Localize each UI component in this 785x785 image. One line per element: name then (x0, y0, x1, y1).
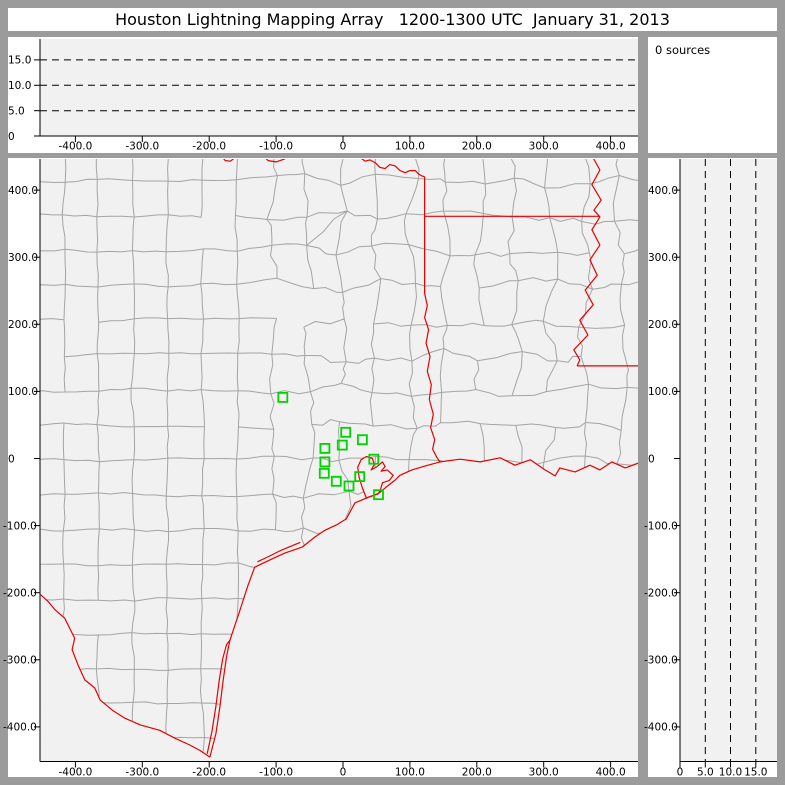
title-bar: Houston Lightning Mapping Array 1200-130… (8, 8, 777, 31)
tick-label: -200.0 (192, 141, 226, 153)
station-marker (319, 456, 331, 468)
station-marker (277, 391, 289, 403)
tick-label: 5.0 (8, 106, 25, 118)
tick-label: 200.0 (8, 319, 38, 331)
tick-label: 0 (8, 131, 15, 143)
station-marker (340, 426, 352, 438)
tick-label: 300.0 (529, 141, 559, 153)
tick-label: 0 (340, 767, 347, 779)
tick-label: 200.0 (462, 767, 492, 779)
station-marker (354, 471, 366, 483)
tick-label: 300.0 (529, 767, 559, 779)
tick-label: 400.0 (8, 185, 38, 197)
tick-label: 200.0 (648, 319, 678, 331)
tick-label: -400.0 (644, 722, 678, 734)
station-marker (373, 489, 384, 501)
sources-count-label: 0 sources (655, 43, 711, 57)
station-marker (343, 480, 355, 492)
tick-label: -200.0 (3, 588, 37, 600)
tick-label: -300.0 (3, 655, 37, 667)
tick-label: 100.0 (648, 386, 678, 398)
map-layers (40, 159, 638, 762)
alt-ew-plot-area (40, 39, 638, 136)
tick-label: 100.0 (395, 141, 425, 153)
station-marker (336, 439, 348, 451)
tick-label: 300.0 (648, 252, 678, 264)
sabine-river-border (424, 293, 441, 463)
galveston-bay-outline (357, 455, 394, 499)
tick-label: 10.0 (8, 80, 31, 92)
coast-border (209, 457, 638, 758)
station-marker (356, 434, 368, 446)
tick-label: 400.0 (596, 767, 626, 779)
tick-label: 0 (677, 767, 684, 779)
tick-label: 15.0 (744, 767, 767, 779)
rio-grande-border (40, 594, 211, 758)
water-fill (40, 594, 210, 762)
tick-label: -300.0 (644, 655, 678, 667)
tick-label: -100.0 (259, 767, 293, 779)
alt-ns-plot-area (680, 159, 777, 762)
tick-label: -100.0 (644, 520, 678, 532)
tick-label: 10.0 (719, 767, 742, 779)
sources-count-panel: 0 sources (648, 37, 777, 153)
tick-label: -300.0 (125, 767, 159, 779)
water-fill (209, 457, 638, 762)
matagorda-lagoon-border (257, 541, 301, 563)
tick-label: 15.0 (8, 55, 31, 67)
station-marker (318, 467, 330, 479)
tick-label: 100.0 (8, 386, 38, 398)
tick-label: -100.0 (259, 141, 293, 153)
tick-label: 400.0 (648, 185, 678, 197)
station-marker (330, 475, 342, 487)
tick-label: 100.0 (395, 767, 425, 779)
red-river-border (223, 159, 425, 178)
station-marker (319, 442, 331, 454)
tick-label: -400.0 (58, 141, 92, 153)
padre-lagoon-border (206, 639, 231, 754)
tick-label: 400.0 (596, 141, 626, 153)
tick-label: 300.0 (8, 252, 38, 264)
tick-label: -300.0 (125, 141, 159, 153)
tick-label: -400.0 (58, 767, 92, 779)
tick-label: 0 (648, 453, 655, 465)
tick-label: 200.0 (462, 141, 492, 153)
tick-label: -400.0 (3, 722, 37, 734)
page-title: Houston Lightning Mapping Array 1200-130… (115, 10, 670, 29)
tick-label: 5.0 (697, 767, 714, 779)
tick-label: 0 (8, 453, 15, 465)
mississippi-river-border (573, 159, 602, 367)
tick-label: 0 (340, 141, 347, 153)
tick-label: -100.0 (3, 520, 37, 532)
tick-label: -200.0 (644, 588, 678, 600)
station-marker (368, 453, 380, 465)
tick-label: -200.0 (192, 767, 226, 779)
